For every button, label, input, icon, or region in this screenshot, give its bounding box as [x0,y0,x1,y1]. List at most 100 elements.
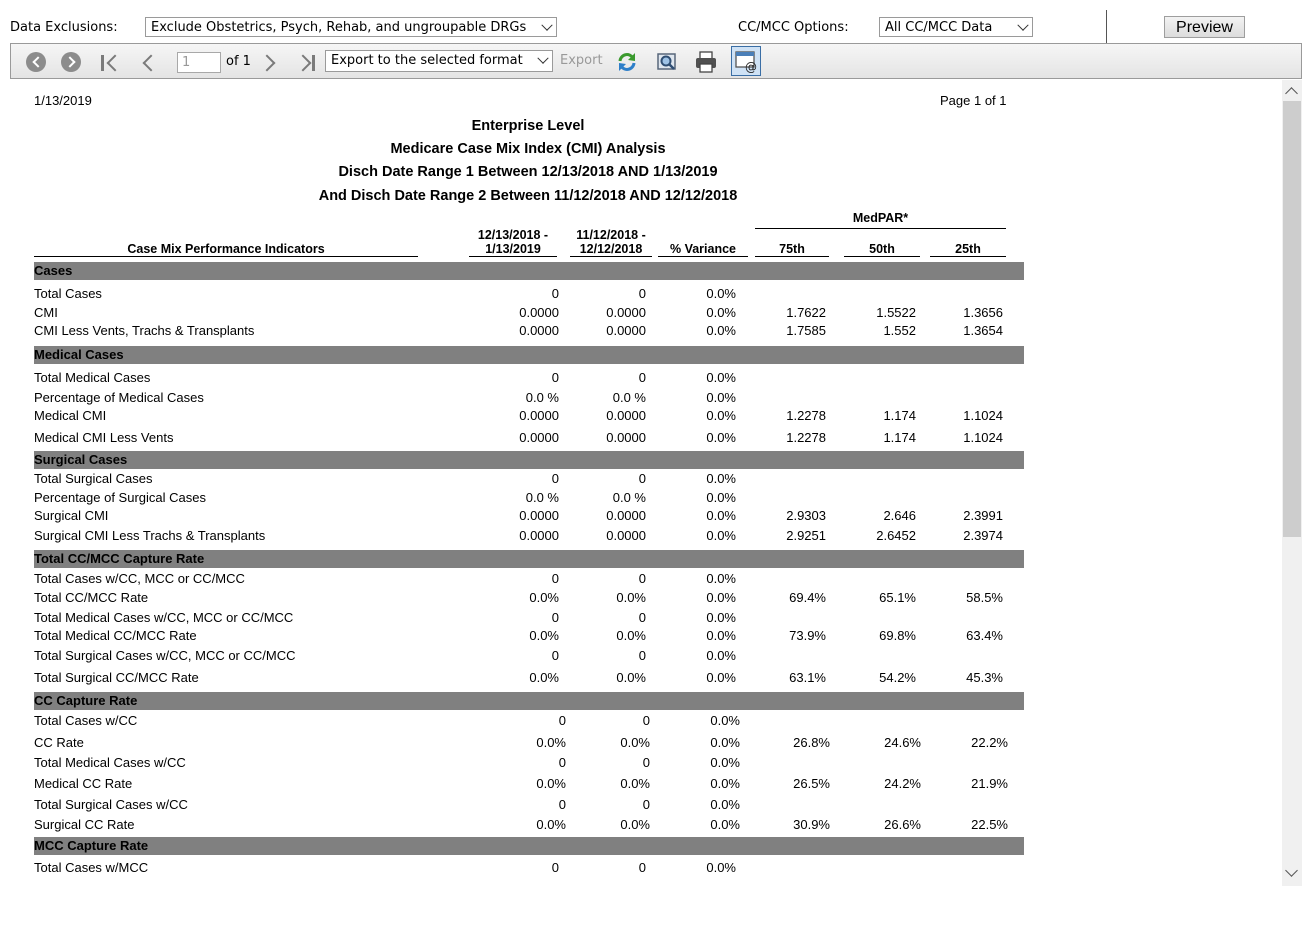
forward-icon[interactable] [61,52,81,72]
cell-value: 0.0% [529,670,559,685]
cell-value: 26.8% [793,735,830,750]
table-row: Total Medical Cases 0 0 0.0% [34,370,1024,386]
row-label: Total Surgical Cases w/CC [34,797,188,812]
cell-value: 0 [558,797,566,812]
cell-value: 0 [642,797,650,812]
table-row: Total Surgical Cases w/CC 0 0 0.0% [34,797,1024,813]
cell-value: 2.646 [883,508,916,523]
table-row: Total Medical Cases w/CC 0 0 0.0% [34,755,1024,771]
row-label: Medical CMI Less Vents [34,430,174,445]
cell-value: 0.0000 [606,305,646,320]
cell-value: 0.0% [706,390,736,405]
table-row: Medical CC Rate 0.0% 0.0% 0.0% 26.5% 24.2% 21.… [34,776,1024,792]
report-subtitle: Medicare Case Mix Index (CMI) Analysis [390,141,666,157]
prev-page-icon[interactable] [139,53,160,72]
scroll-thumb[interactable] [1283,101,1301,537]
scroll-up-icon[interactable] [1285,87,1298,100]
cell-value: 0.0% [706,305,736,320]
cell-value: 0 [638,610,646,625]
cell-value: 0.0% [706,528,736,543]
cell-value: 0.0% [710,817,740,832]
cell-value: 22.5% [971,817,1008,832]
row-label: CC Rate [34,735,84,750]
cell-value: 73.9% [789,628,826,643]
table-row: Total Cases 0 0 0.0% [34,286,1024,302]
cell-value: 0 [638,571,646,586]
first-page-icon[interactable] [101,53,124,72]
cell-value: 0 [642,713,650,728]
chevron-down-icon [1017,19,1029,31]
cell-value: 0.0% [706,471,736,486]
export-link[interactable]: Export [560,53,603,68]
cell-value: 0 [551,610,559,625]
row-label: Percentage of Surgical Cases [34,490,206,505]
print-icon[interactable] [694,50,718,74]
row-label: Total Surgical Cases [34,471,153,486]
table-row: Total Surgical Cases 0 0 0.0% [34,471,1024,487]
cell-value: 24.2% [884,776,921,791]
table-row: Surgical CMI Less Trachs & Transplants 0.… [34,528,1024,544]
row-label: Medical CMI [34,408,107,423]
table-row: Total Surgical Cases w/CC, MCC or CC/MCC… [34,648,1024,664]
cell-value: 0.0% [536,817,566,832]
cell-value: 0.0% [710,735,740,750]
table-row: Total Surgical CC/MCC Rate 0.0% 0.0% 0.0% 63… [34,670,1024,686]
export-format-select[interactable]: Export to the selected format [325,50,553,72]
vertical-scrollbar[interactable] [1282,80,1302,886]
table-row: Total Medical CC/MCC Rate 0.0% 0.0% 0.0% 73.… [34,628,1024,644]
cell-value: 24.6% [884,735,921,750]
cell-value: 0.0% [536,776,566,791]
cell-value: 0 [638,860,646,875]
cell-value: 0 [558,713,566,728]
next-page-icon[interactable] [258,53,279,72]
last-page-icon[interactable] [294,53,315,72]
row-label: Total CC/MCC Rate [34,590,149,605]
row-label: Total Medical Cases w/CC [34,755,186,770]
variance-column-header: % Variance [658,242,748,257]
cell-value: 0 [642,755,650,770]
cell-value: 54.2% [879,670,916,685]
row-label: Total Medical Cases [34,370,151,385]
cell-value: 0.0% [616,628,646,643]
row-label: Percentage of Medical Cases [34,390,204,405]
cell-value: 0.0% [616,590,646,605]
cell-value: 0 [638,286,646,301]
preview-button[interactable]: Preview [1164,16,1245,38]
table-row: Total Cases w/CC 0 0 0.0% [34,713,1024,729]
parameter-bar: Data Exclusions: Exclude Obstetrics, Psy… [0,0,1312,44]
cc-mcc-options-select[interactable]: All CC/MCC Data [879,17,1033,37]
print-preview-icon[interactable] [655,50,679,74]
email-icon[interactable]: @ [731,46,761,76]
row-label: Total Cases w/CC, MCC or CC/MCC [34,571,245,586]
cell-value: 63.1% [789,670,826,685]
data-exclusions-select[interactable]: Exclude Obstetrics, Psych, Rehab, and un… [145,17,557,37]
cell-value: 21.9% [971,776,1008,791]
export-format-value: Export to the selected format [331,53,523,68]
cell-value: 0.0% [620,735,650,750]
cell-value: 30.9% [793,817,830,832]
section-header: Total CC/MCC Capture Rate [34,550,1024,568]
row-label: Surgical CMI Less Trachs & Transplants [34,528,266,543]
cell-value: 0.0% [710,713,740,728]
cell-value: 1.7585 [786,323,826,338]
cell-value: 0.0% [529,590,559,605]
cell-value: 0.0% [620,776,650,791]
back-icon[interactable] [26,52,46,72]
cell-value: 0.0% [706,490,736,505]
cell-value: 0.0% [620,817,650,832]
refresh-icon[interactable] [615,50,639,74]
cell-value: 0.0% [536,735,566,750]
cell-value: 0.0000 [606,528,646,543]
cell-value: 1.1024 [963,408,1003,423]
scroll-down-icon[interactable] [1285,864,1298,877]
cell-value: 1.174 [883,430,916,445]
cell-value: 0.0000 [519,430,559,445]
table-row: Percentage of Surgical Cases 0.0 % 0.0 % 0.… [34,490,1024,506]
cell-value: 0.0 % [612,490,646,505]
p75-column-header: 75th [755,242,829,257]
cell-value: 1.3656 [963,305,1003,320]
cell-value: 0 [638,648,646,663]
page-number-input[interactable]: 1 [177,52,221,73]
row-label: CMI [34,305,58,320]
report-page-indicator: Page 1 of 1 [940,93,1007,108]
